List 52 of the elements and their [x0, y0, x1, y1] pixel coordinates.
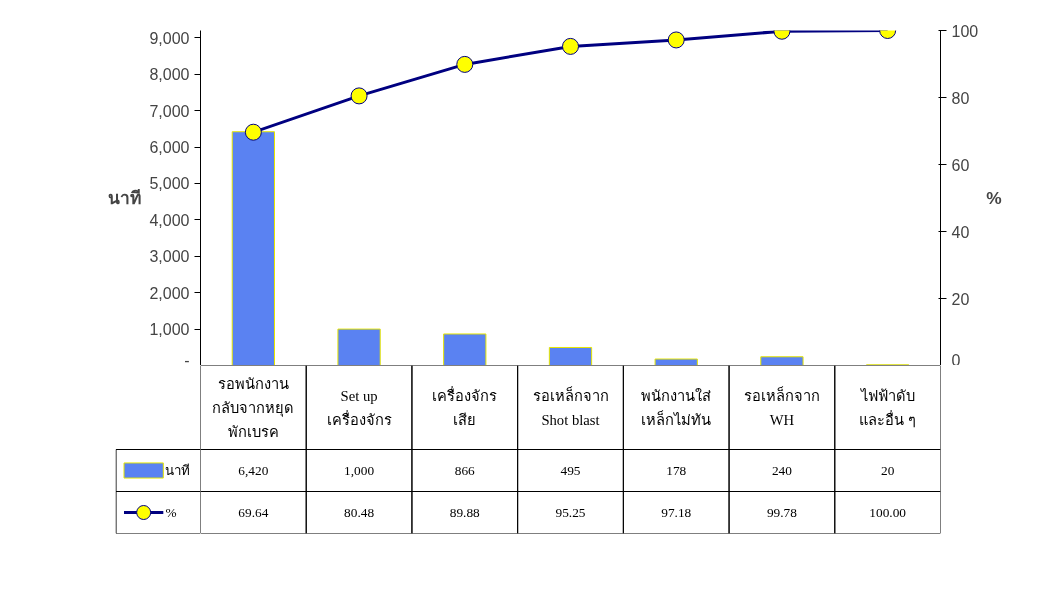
x-tick-label: รอเหล็กจาก Shot blast [532, 385, 609, 428]
point [456, 55, 474, 73]
bar [760, 356, 804, 365]
data-label: 89.88 [449, 504, 481, 520]
point [562, 37, 579, 55]
data-label: 178 [666, 462, 687, 478]
y2-tick-label: 100 [951, 22, 979, 40]
x-tick-label: รอพนักงาน กลับจากหยุด พักเบรค [212, 375, 295, 440]
data-label: 95.25 [555, 504, 586, 520]
legend-label: % [165, 505, 177, 520]
y-tick-label: 6,000 [149, 139, 190, 157]
x-tick-label: พนักงานใส่ เหล็กไม่ทัน [641, 386, 712, 428]
y-tick-label: 3,000 [149, 248, 190, 266]
y-tick-label: 2,000 [149, 284, 190, 302]
point [667, 31, 685, 49]
data-label: 495 [560, 462, 581, 478]
data-label: 1,000 [344, 462, 375, 478]
y2-tick-label: 60 [951, 156, 970, 174]
bar [654, 358, 698, 365]
y2-tick-label: 20 [951, 290, 970, 308]
point [244, 123, 262, 141]
data-label: 866 [454, 462, 476, 478]
data-label: 100.00 [869, 504, 907, 520]
data-label: 240 [771, 462, 793, 478]
bar [337, 328, 381, 365]
x-tick-label: เครื่องจักร เสีย [432, 385, 498, 428]
y2-tick-label: 40 [951, 223, 970, 241]
data-label: 80.48 [344, 504, 375, 520]
y-tick-label: 7,000 [149, 102, 190, 120]
y2-tick-label: 80 [951, 89, 970, 107]
data-label: 97.18 [661, 504, 692, 520]
y-tick-label: 5,000 [149, 175, 190, 193]
bar [443, 333, 487, 365]
x-tick-label: Set up เครื่องจักร [326, 387, 392, 428]
bar [548, 346, 593, 365]
point [350, 87, 368, 105]
x-tick-label: ไฟฟ้าดับ และอื่น ๆ [859, 386, 916, 428]
y2-axis-title: % [986, 188, 1002, 208]
y-tick-label: 1,000 [149, 321, 190, 339]
data-label: 20 [880, 462, 895, 478]
y-tick-label: 8,000 [149, 66, 190, 84]
y-axis-title: นาที [108, 188, 142, 208]
y2-tick-label: 0 [951, 351, 961, 369]
data-label: 69.64 [238, 504, 269, 520]
y-tick-label: 4,000 [149, 211, 190, 229]
y-tick-label: - [184, 351, 190, 369]
data-label: 6,420 [238, 462, 269, 478]
x-tick-label: รอเหล็กจาก WH [743, 385, 820, 428]
data-label: 99.78 [766, 504, 798, 520]
y-tick-label: 9,000 [149, 29, 190, 47]
legend-label: นาที [165, 463, 191, 478]
bar [231, 131, 275, 365]
